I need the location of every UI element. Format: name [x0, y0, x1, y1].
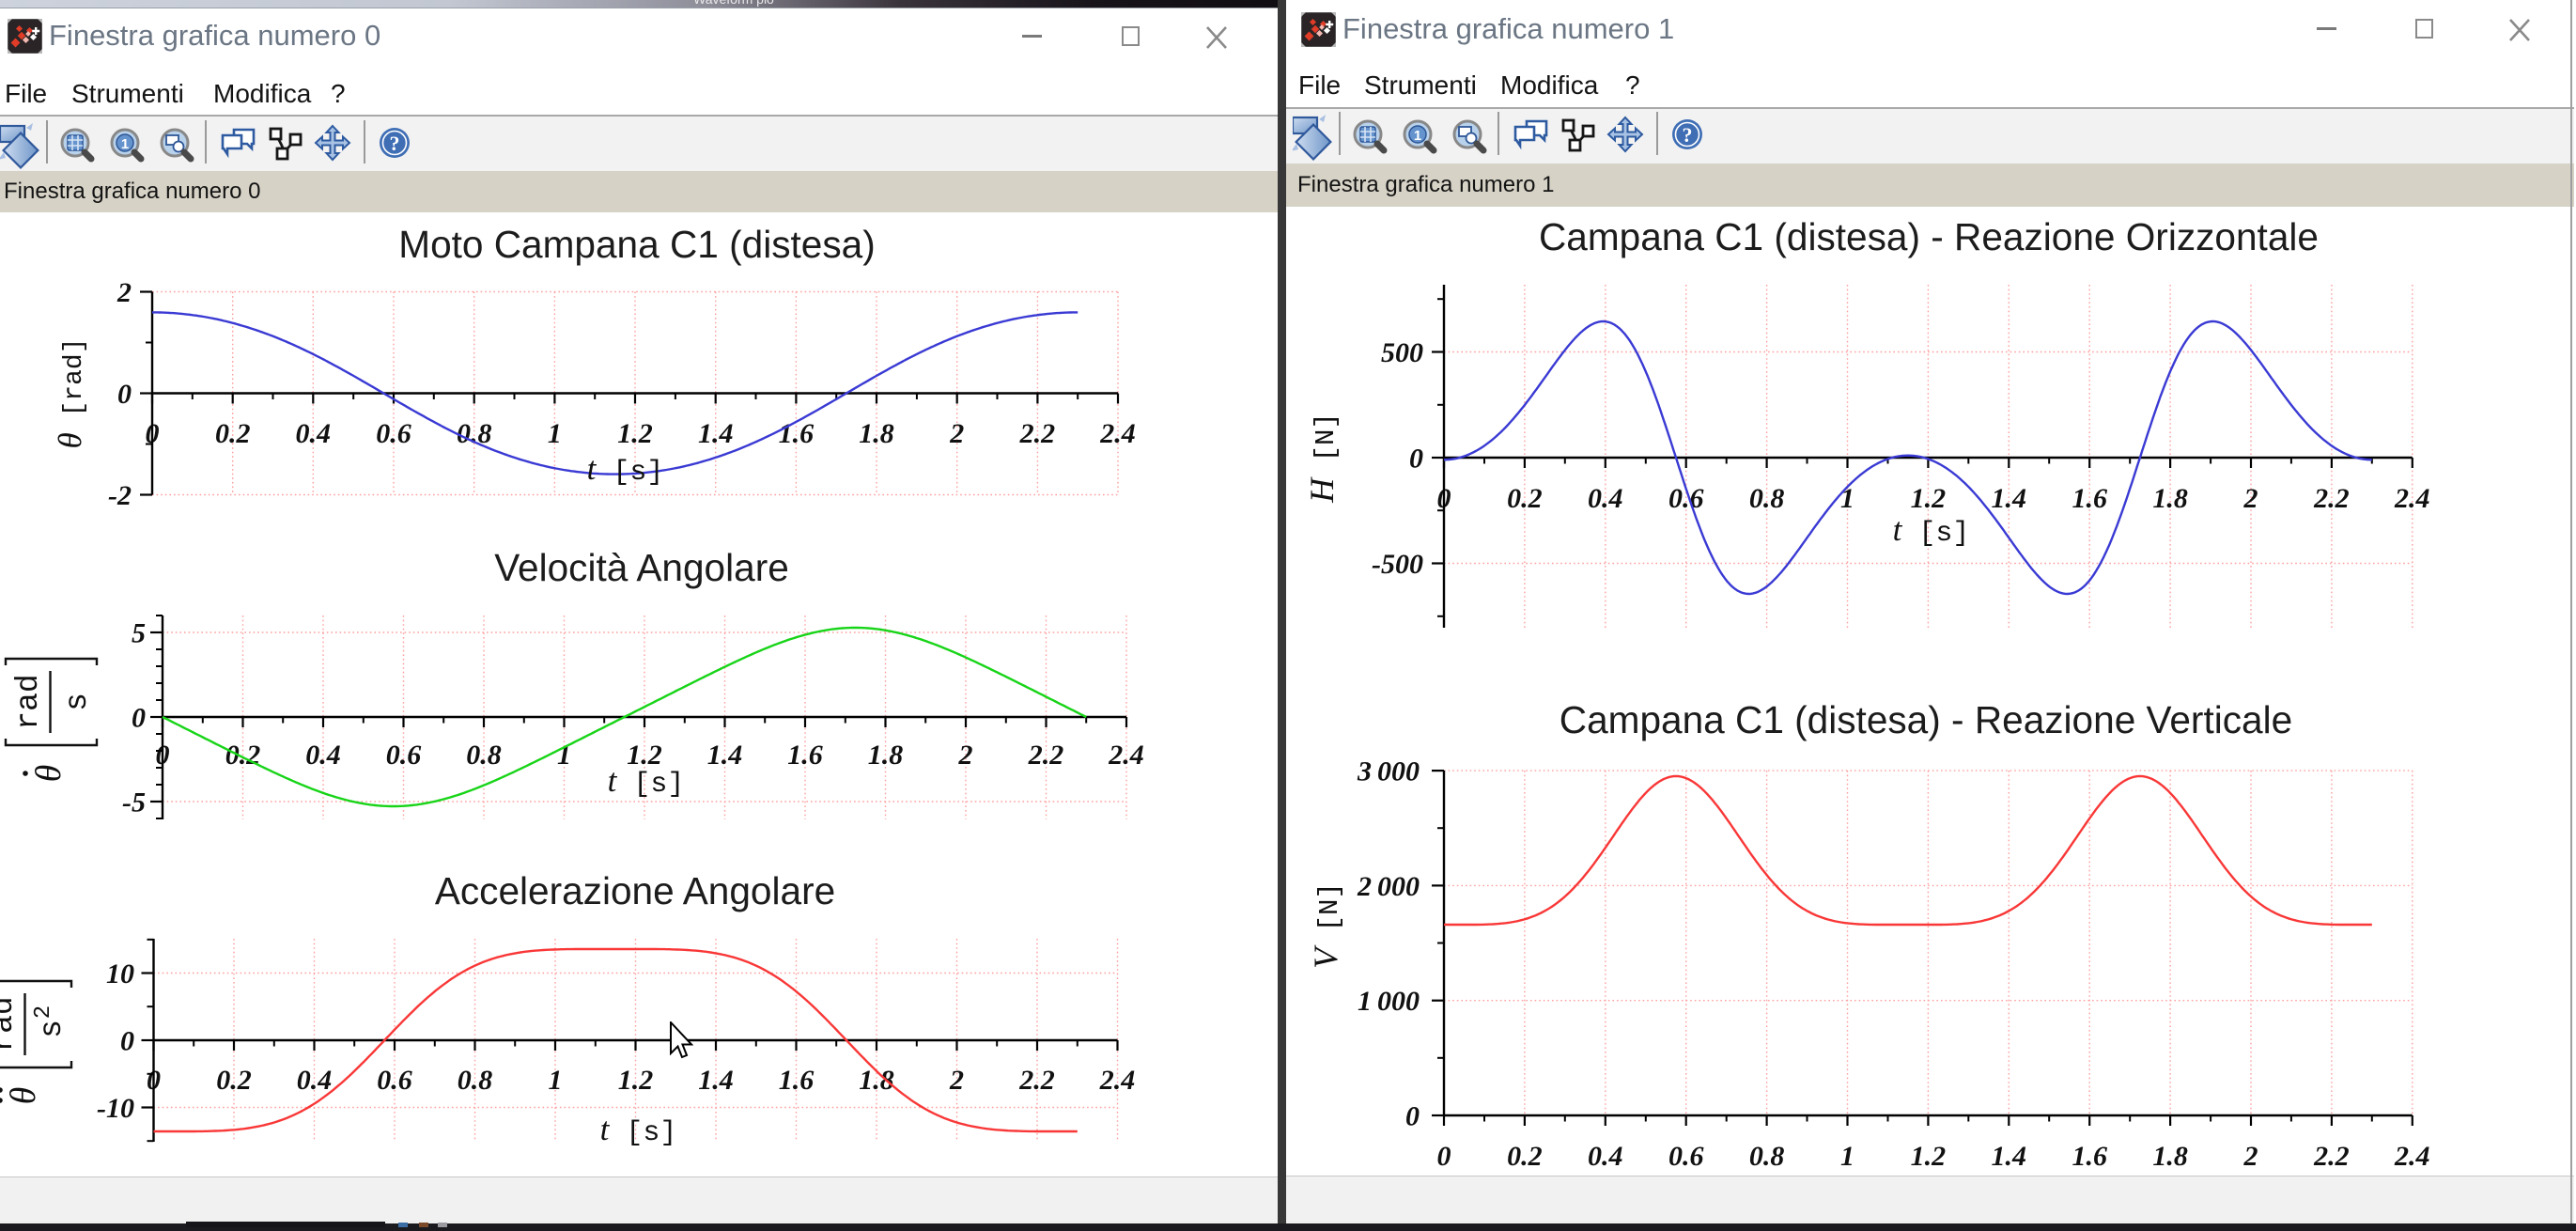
- svg-text:2.4: 2.4: [1099, 1065, 1136, 1096]
- svg-text:t [s]: t [s]: [594, 1111, 677, 1149]
- svg-text:V [N]: V [N]: [1307, 882, 1345, 969]
- svg-text:Velocità Angolare: Velocità Angolare: [494, 546, 789, 589]
- svg-text:s: s: [35, 1020, 70, 1038]
- svg-text:2.4: 2.4: [2394, 483, 2430, 514]
- svg-text:?: ?: [390, 132, 400, 155]
- svg-text:0.6: 0.6: [1668, 1141, 1704, 1168]
- svg-text:0.8: 0.8: [458, 1065, 493, 1096]
- svg-text:0.8: 0.8: [1749, 483, 1785, 514]
- svg-text:0.8: 0.8: [457, 418, 492, 449]
- svg-text:2.4: 2.4: [1099, 418, 1136, 449]
- svg-text:1: 1: [121, 136, 129, 152]
- svg-text:0.8: 0.8: [466, 740, 502, 771]
- svg-text:1.8: 1.8: [2152, 483, 2188, 514]
- svg-text:1.2: 1.2: [617, 418, 653, 449]
- svg-text:rad: rad: [11, 674, 46, 729]
- svg-text:0.6: 0.6: [386, 740, 422, 771]
- svg-text:2: 2: [2243, 1141, 2258, 1168]
- svg-text:0: 0: [120, 1026, 134, 1057]
- svg-text:1.2: 1.2: [627, 740, 662, 771]
- svg-text:3 000: 3 000: [1357, 756, 1420, 787]
- svg-text:1.2: 1.2: [618, 1065, 654, 1096]
- svg-text:0.8: 0.8: [1749, 1141, 1785, 1168]
- svg-text:2 000: 2 000: [1357, 871, 1420, 902]
- svg-text:rad: rad: [0, 996, 21, 1052]
- svg-text:1.8: 1.8: [868, 740, 904, 771]
- svg-text:0.6: 0.6: [377, 1065, 412, 1096]
- svg-text:1.6: 1.6: [787, 740, 823, 771]
- svg-text:Campana C1 (distesa) - Reazion: Campana C1 (distesa) - Reazione Orizzont…: [1539, 215, 2319, 258]
- svg-text:10: 10: [106, 958, 134, 989]
- svg-text:1: 1: [1414, 128, 1421, 144]
- svg-text:1.2: 1.2: [1911, 1141, 1947, 1168]
- svg-text:1: 1: [549, 1065, 563, 1096]
- svg-text:1.4: 1.4: [707, 740, 743, 771]
- svg-text:0: 0: [117, 379, 132, 410]
- svg-text:2.2: 2.2: [1028, 740, 1064, 771]
- svg-text:1: 1: [548, 418, 562, 449]
- svg-text:s: s: [60, 693, 95, 711]
- svg-text:0.6: 0.6: [376, 418, 411, 449]
- svg-text:2: 2: [958, 740, 973, 771]
- svg-text:2.2: 2.2: [1018, 1065, 1055, 1096]
- svg-text:0.4: 0.4: [1588, 1141, 1623, 1168]
- svg-text:2.4: 2.4: [2394, 1141, 2430, 1168]
- svg-text:2: 2: [116, 277, 132, 308]
- svg-text:2: 2: [31, 1005, 56, 1019]
- svg-text:-10: -10: [97, 1093, 134, 1124]
- svg-text:θ [rad]: θ [rad]: [52, 337, 89, 448]
- svg-text:1.6: 1.6: [2072, 1141, 2107, 1168]
- svg-text:2: 2: [949, 418, 964, 449]
- svg-text:0: 0: [132, 703, 146, 734]
- svg-text:1.6: 1.6: [779, 418, 815, 449]
- svg-text:H [N]: H [N]: [1303, 413, 1342, 504]
- svg-text:2.2: 2.2: [2313, 1141, 2350, 1168]
- svg-text:2.2: 2.2: [2313, 483, 2350, 514]
- svg-text:Moto Campana C1 (distesa): Moto Campana C1 (distesa): [398, 223, 875, 266]
- svg-text:0.4: 0.4: [1588, 483, 1623, 514]
- svg-text:1.4: 1.4: [1992, 483, 2027, 514]
- svg-text:Campana C1 (distesa) - Reazion: Campana C1 (distesa) - Reazione Vertical…: [1560, 698, 2292, 741]
- svg-text:0: 0: [1409, 444, 1423, 475]
- svg-text:-500: -500: [1372, 549, 1423, 580]
- svg-text:5: 5: [132, 618, 146, 649]
- svg-text:1: 1: [557, 740, 571, 771]
- svg-text:Accelerazione Angolare: Accelerazione Angolare: [435, 869, 835, 912]
- svg-text:?: ?: [1683, 123, 1693, 147]
- svg-text:θ: θ: [4, 1087, 43, 1105]
- svg-text:1.4: 1.4: [1992, 1141, 2027, 1168]
- svg-text:1: 1: [1840, 1141, 1854, 1168]
- svg-text:0.2: 0.2: [215, 418, 251, 449]
- svg-text:1.6: 1.6: [2072, 483, 2107, 514]
- svg-text:0.2: 0.2: [225, 740, 261, 771]
- svg-text:0.4: 0.4: [296, 418, 332, 449]
- svg-text:0: 0: [1437, 1141, 1451, 1168]
- svg-text:2: 2: [949, 1065, 964, 1096]
- svg-text:1.2: 1.2: [1911, 483, 1947, 514]
- svg-text:0.2: 0.2: [1507, 483, 1543, 514]
- svg-text:1.8: 1.8: [2152, 1141, 2188, 1168]
- svg-text:2: 2: [2243, 483, 2258, 514]
- svg-text:1.8: 1.8: [859, 418, 894, 449]
- svg-text:500: 500: [1381, 337, 1423, 368]
- svg-text:0.2: 0.2: [216, 1065, 252, 1096]
- svg-text:0.4: 0.4: [297, 1065, 333, 1096]
- svg-text:θ: θ: [29, 765, 69, 783]
- svg-text:2.2: 2.2: [1019, 418, 1056, 449]
- svg-text:-2: -2: [108, 480, 132, 511]
- svg-text:0: 0: [1405, 1101, 1420, 1132]
- svg-text:-5: -5: [122, 787, 146, 818]
- svg-text:0.4: 0.4: [305, 740, 341, 771]
- svg-text:0.2: 0.2: [1507, 1141, 1543, 1168]
- svg-text:1.8: 1.8: [859, 1065, 894, 1096]
- svg-text:1.4: 1.4: [698, 418, 734, 449]
- svg-text:2.4: 2.4: [1108, 740, 1144, 771]
- svg-text:1.4: 1.4: [698, 1065, 734, 1096]
- svg-text:t [s]: t [s]: [1886, 511, 1970, 550]
- svg-text:1 000: 1 000: [1358, 986, 1420, 1017]
- svg-text:t [s]: t [s]: [581, 450, 664, 489]
- svg-text:t [s]: t [s]: [601, 762, 685, 801]
- svg-text:1.6: 1.6: [779, 1065, 815, 1096]
